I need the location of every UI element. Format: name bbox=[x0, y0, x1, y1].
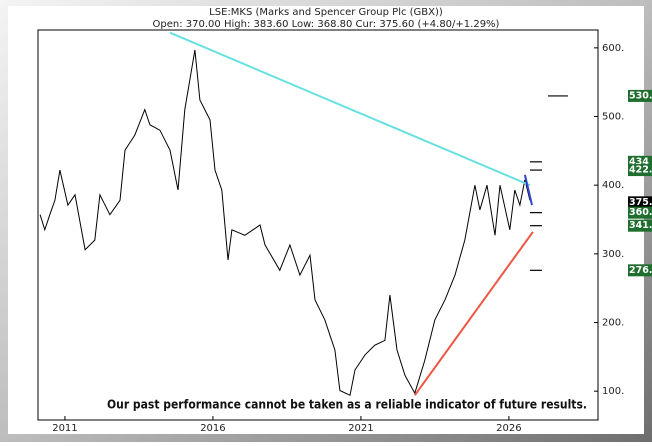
level-label: 276. bbox=[629, 265, 652, 276]
level-label: 422. bbox=[629, 165, 652, 176]
y-tick-label: 100. bbox=[602, 386, 624, 397]
level-label: 375. bbox=[629, 197, 652, 208]
level-box bbox=[628, 219, 652, 232]
annotation: Our past performance cannot be taken as … bbox=[107, 397, 587, 412]
level-label: 341. bbox=[629, 220, 652, 231]
level-label: 434 bbox=[629, 156, 649, 167]
trend-line bbox=[523, 174, 533, 206]
x-tick-label: 2016 bbox=[200, 423, 225, 434]
y-tick-label: 600. bbox=[602, 43, 624, 54]
level-label: 360. bbox=[629, 207, 652, 218]
x-tick-label: 2011 bbox=[52, 423, 77, 434]
price-line bbox=[39, 49, 531, 397]
level-box bbox=[628, 164, 652, 177]
y-tick-label: 300. bbox=[602, 249, 624, 260]
x-tick-label: 2021 bbox=[348, 423, 373, 434]
chart-subtitle: Open: 370.00 High: 383.60 Low: 368.80 Cu… bbox=[153, 19, 500, 30]
x-tick-label: 2026 bbox=[496, 423, 521, 434]
level-box bbox=[628, 206, 652, 219]
plot-area bbox=[37, 29, 599, 421]
annotation-box bbox=[105, 397, 589, 413]
level-label: 530. bbox=[629, 90, 652, 101]
trend-line bbox=[413, 231, 534, 396]
level-box bbox=[628, 196, 652, 209]
level-box bbox=[628, 89, 652, 102]
y-tick-label: 400. bbox=[602, 180, 624, 191]
chart-title: LSE:MKS (Marks and Spencer Group Plc (GB… bbox=[209, 7, 443, 18]
y-tick-label: 200. bbox=[602, 318, 624, 329]
trend-line bbox=[169, 31, 531, 187]
level-box bbox=[628, 264, 652, 277]
y-tick-label: 500. bbox=[602, 112, 624, 123]
